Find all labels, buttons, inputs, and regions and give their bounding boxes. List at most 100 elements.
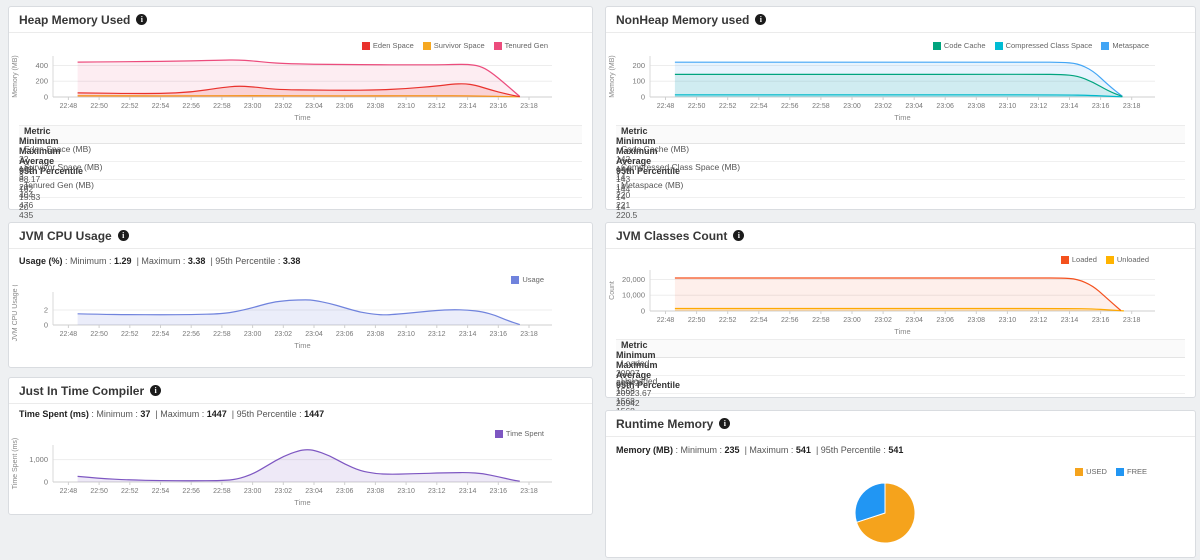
x-axis-title: Time bbox=[294, 341, 310, 350]
series-line-usage bbox=[77, 299, 520, 326]
x-tick-label: 22:52 bbox=[719, 317, 737, 324]
panel-header: NonHeap Memory used i bbox=[606, 7, 1195, 33]
panel-title-jit: Just In Time Compiler bbox=[19, 383, 145, 398]
table-row: Tenured Gen (MB)404476435476 bbox=[19, 180, 582, 230]
x-tick-label: 23:00 bbox=[843, 317, 861, 324]
legend-chip-icon bbox=[1101, 41, 1110, 50]
y-tick-label: 0 bbox=[641, 307, 645, 316]
table-header-cell: Maximum bbox=[616, 360, 658, 370]
x-tick-label: 23:14 bbox=[459, 103, 477, 110]
y-tick-label: 2 bbox=[44, 306, 48, 315]
legend-heap: Eden Space Survivor Space Tenured Gen bbox=[361, 41, 548, 50]
x-tick-label: 22:50 bbox=[688, 317, 706, 324]
legend-item-usage[interactable]: Usage bbox=[511, 275, 544, 284]
stat-min: 235 bbox=[724, 445, 740, 455]
legend-label: Eden Space bbox=[372, 41, 414, 50]
legend-jit: Time Spent bbox=[494, 429, 544, 438]
legend-item-unloaded[interactable]: Unloaded bbox=[1105, 255, 1149, 264]
x-tick-label: 23:06 bbox=[336, 103, 354, 110]
table-cell: 143 bbox=[616, 174, 631, 184]
legend-item-code-cache[interactable]: Code Cache bbox=[932, 41, 986, 50]
table-cell: 162 bbox=[19, 164, 34, 174]
legend-label: Tenured Gen bbox=[504, 41, 548, 50]
legend-item-used[interactable]: USED bbox=[1075, 467, 1107, 476]
x-tick-label: 23:12 bbox=[1030, 103, 1048, 110]
jit-stats-line: Time Spent (ms) : Minimum : 37 | Maximum… bbox=[19, 409, 324, 419]
legend-classes: Loaded Unloaded bbox=[1060, 255, 1149, 264]
table-row: Eden Space (MB) 32 162 88.17 162 bbox=[19, 144, 582, 194]
x-tick-label: 23:02 bbox=[874, 317, 892, 324]
legend-chip-icon bbox=[361, 41, 370, 50]
legend-item-survivor-space[interactable]: Survivor Space bbox=[422, 41, 485, 50]
table-cell: 1568 bbox=[616, 396, 635, 406]
table-cell: 14 bbox=[616, 172, 626, 182]
table-header-cell: Maximum bbox=[19, 146, 61, 156]
series-line-survivor-space bbox=[77, 95, 520, 98]
table-cell: 221 bbox=[616, 200, 631, 210]
info-icon[interactable]: i bbox=[117, 230, 129, 241]
x-tick-label: 22:58 bbox=[213, 331, 231, 338]
legend-item-tenured-gen[interactable]: Tenured Gen bbox=[493, 41, 548, 50]
y-axis-title: Memory (MB) bbox=[609, 55, 616, 97]
table-cell: 20942 bbox=[616, 398, 640, 408]
panel-header: JVM CPU Usage i bbox=[9, 223, 592, 249]
x-tick-label: 22:52 bbox=[719, 103, 737, 110]
legend-chip-icon bbox=[932, 41, 941, 50]
legend-item-eden-space[interactable]: Eden Space bbox=[361, 41, 414, 50]
panel-title-cpu: JVM CPU Usage bbox=[19, 228, 112, 243]
heap-memory-chart: 0 200 400 22:48 22:50 22:52 22:54 22:56 22:58 23:… bbox=[9, 49, 594, 123]
legend-item-compressed-class-space[interactable]: Compressed Class Space bbox=[994, 41, 1093, 50]
legend-item-time-spent[interactable]: Time Spent bbox=[494, 429, 544, 438]
table-header-cell: Average bbox=[616, 156, 652, 166]
stat-p95: 3.38 bbox=[282, 256, 301, 266]
x-tick-label: 23:08 bbox=[968, 103, 986, 110]
x-tick-label: 22:56 bbox=[182, 331, 200, 338]
panel-header: Just In Time Compiler i bbox=[9, 378, 592, 404]
y-tick-label: 100 bbox=[632, 77, 645, 86]
x-tick-label: 23:16 bbox=[1092, 103, 1110, 110]
legend-item-free[interactable]: FREE bbox=[1115, 467, 1147, 476]
x-tick-label: 23:16 bbox=[490, 488, 508, 495]
info-icon[interactable]: i bbox=[150, 385, 162, 396]
x-tick-label: 23:08 bbox=[367, 331, 385, 338]
panel-title-nonheap: NonHeap Memory used bbox=[616, 12, 750, 27]
table-cell: 20 bbox=[19, 182, 29, 192]
y-tick-label: 10,000 bbox=[622, 291, 645, 300]
x-tick-label: 23:06 bbox=[936, 103, 954, 110]
x-tick-label: 22:56 bbox=[182, 488, 200, 495]
legend-label: Compressed Class Space bbox=[1005, 41, 1093, 50]
nonheap-memory-chart: 0 100 200 22:48 22:50 22:52 22:54 22:56 22:58 23:… bbox=[606, 49, 1197, 123]
x-tick-label: 23:06 bbox=[336, 331, 354, 338]
table-row: Survivor Space (MB) 3 20 15.33 20 bbox=[19, 162, 582, 212]
stat-min: 1.29 bbox=[114, 256, 132, 266]
legend-item-loaded[interactable]: Loaded bbox=[1060, 255, 1097, 264]
pie-slice-free bbox=[854, 482, 886, 523]
y-tick-label: 400 bbox=[35, 61, 48, 70]
jit-compiler-chart: 0 1,000 22:48 22:50 22:52 22:54 22:56 22:58 23:0… bbox=[9, 438, 594, 508]
legend-item-metaspace[interactable]: Metaspace bbox=[1101, 41, 1149, 50]
stat-p95: 541 bbox=[888, 445, 904, 455]
info-icon[interactable]: i bbox=[719, 418, 731, 429]
stat-max: 1447 bbox=[206, 409, 227, 419]
table-cell: 142 bbox=[616, 154, 631, 164]
series-line-code-cache bbox=[674, 73, 1123, 98]
table-cell: 220 bbox=[616, 190, 631, 200]
area-chart-canvas: 0 10,000 20,000 22:48 22:50 22:52 22:54 22:56 22… bbox=[609, 270, 1155, 336]
series-area-loaded bbox=[674, 278, 1121, 311]
legend-label: Usage bbox=[522, 275, 544, 284]
legend-chip-icon bbox=[422, 41, 431, 50]
info-icon[interactable]: i bbox=[136, 14, 148, 25]
panel-runtime-memory: Runtime Memory i Memory (MB) : Minimum :… bbox=[605, 410, 1196, 558]
info-icon[interactable]: i bbox=[755, 14, 767, 25]
series-line-metaspace bbox=[674, 61, 1123, 97]
info-icon[interactable]: i bbox=[733, 230, 745, 241]
table-cell: 1568 bbox=[616, 386, 635, 396]
table-cell: Unloaded bbox=[621, 376, 658, 386]
x-tick-label: 23:08 bbox=[367, 103, 385, 110]
table-cell: 435 bbox=[19, 210, 34, 220]
x-axis-title: Time bbox=[294, 498, 310, 507]
x-tick-label: 22:50 bbox=[688, 103, 706, 110]
x-tick-label: 22:56 bbox=[182, 103, 200, 110]
table-cell: 144 bbox=[616, 164, 631, 174]
x-tick-label: 23:00 bbox=[244, 331, 262, 338]
